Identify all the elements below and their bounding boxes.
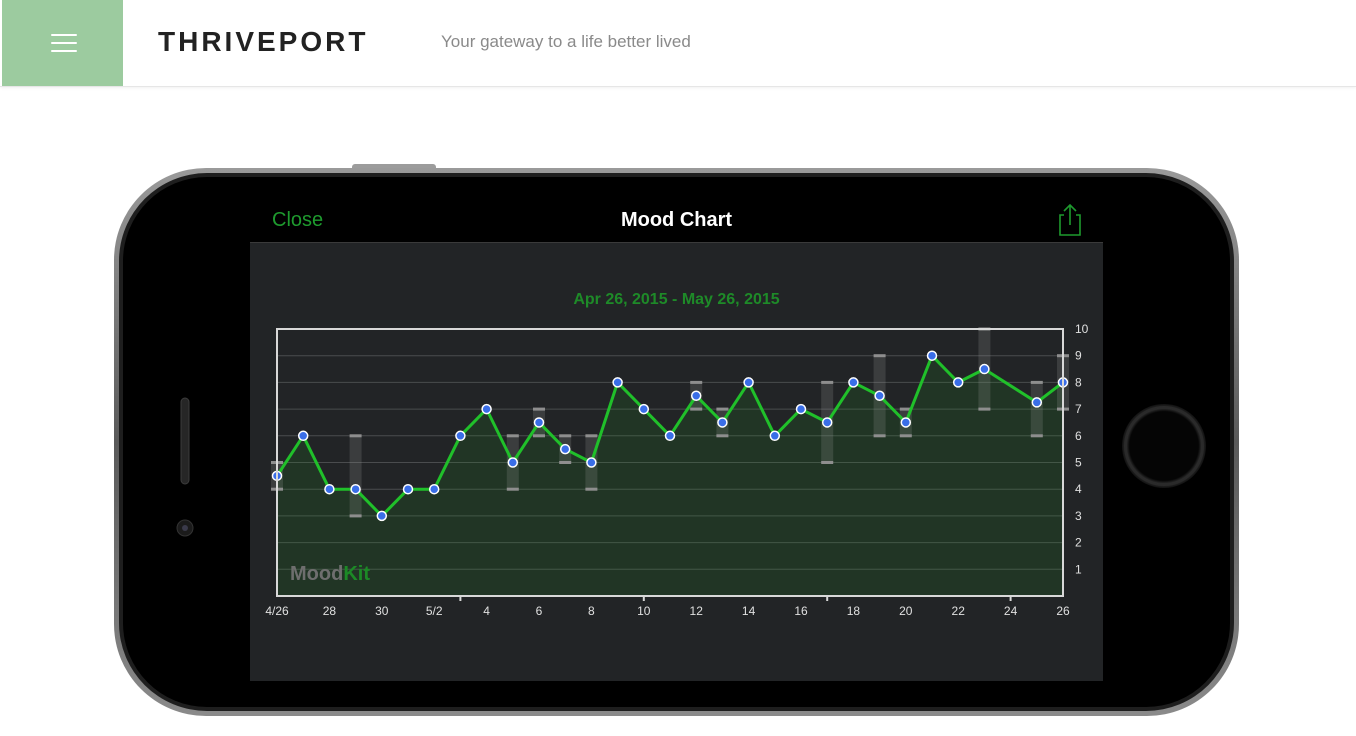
x-axis-labels: 4/26 28 30 5/2 4 6 8 10 12 14 16 18 20 22 24 26	[265, 595, 1070, 618]
range-cap-low	[899, 434, 912, 438]
range-cap-low	[585, 487, 598, 491]
moodkit-watermark: MoodKit	[290, 563, 370, 585]
range-cap-low	[349, 514, 362, 518]
range-cap-high	[716, 407, 729, 411]
range-cap-high	[690, 380, 703, 384]
y-axis-labels: 1 2 3 4 5 6 7 8 9 10	[1075, 322, 1089, 576]
data-point	[533, 417, 545, 428]
x-tick-label: 22	[952, 604, 966, 618]
y-tick-label: 3	[1075, 509, 1082, 523]
plot-frame	[276, 328, 1064, 597]
data-point	[874, 390, 885, 401]
range-cap-high	[821, 380, 834, 384]
data-point	[795, 403, 807, 415]
data-point	[690, 390, 702, 401]
range-cap-high	[533, 407, 545, 411]
range-cap-high	[349, 434, 362, 438]
data-point	[717, 417, 728, 428]
area-fill	[277, 355, 1063, 596]
range-cap-low	[873, 434, 886, 438]
range-cap-low	[506, 487, 519, 491]
data-point	[664, 430, 676, 442]
x-tick-label: 24	[1004, 604, 1018, 618]
data-point	[376, 510, 388, 522]
range-bar	[1030, 382, 1043, 436]
range-cap-high	[585, 434, 598, 438]
data-point	[638, 403, 650, 415]
y-tick-label: 2	[1075, 536, 1082, 550]
data-point	[559, 443, 571, 455]
range-cap-high	[1030, 380, 1043, 384]
y-tick-label: 10	[1075, 322, 1089, 336]
x-tick-label: 4/26	[265, 604, 289, 618]
x-tick-label: 6	[536, 604, 543, 618]
range-cap-low	[821, 461, 834, 464]
y-tick-label: 9	[1075, 349, 1082, 363]
data-point	[350, 483, 361, 495]
x-tick-label: 20	[899, 604, 913, 618]
share-icon	[1059, 203, 1081, 236]
x-tick-label: 10	[637, 604, 651, 618]
range-cap-low	[690, 407, 703, 411]
data-point	[324, 483, 335, 495]
data-point	[926, 350, 938, 361]
brand-logo[interactable]: THRIVEPORT	[158, 26, 369, 57]
range-cap-high	[559, 434, 572, 438]
data-point	[586, 457, 597, 468]
range-cap-low	[533, 434, 545, 438]
y-tick-label: 5	[1075, 456, 1082, 470]
mood-line	[275, 354, 1064, 518]
data-point	[297, 430, 309, 442]
range-cap-high	[506, 434, 519, 438]
speaker-grille	[180, 397, 190, 485]
data-point	[481, 403, 492, 415]
screen-title: Mood Chart	[620, 209, 733, 231]
range-cap-low	[559, 461, 572, 464]
phone-screen: Close Mood Chart Apr 26, 2015 - May 26, …	[250, 199, 1103, 681]
y-tick-label: 8	[1075, 375, 1082, 389]
x-tick-label: 16	[794, 604, 808, 618]
range-cap-high	[873, 354, 886, 358]
x-tick-label: 26	[1056, 604, 1070, 618]
range-bar	[349, 435, 362, 516]
range-cap-high	[899, 407, 912, 411]
x-tick-label: 18	[847, 604, 861, 618]
data-point	[952, 377, 964, 388]
data-point	[821, 417, 833, 428]
x-tick-label: 5/2	[426, 604, 443, 618]
data-point	[743, 377, 754, 388]
data-point	[428, 483, 440, 495]
date-range-title: Apr 26, 2015 - May 26, 2015	[573, 291, 780, 308]
range-cap-low	[1030, 434, 1043, 438]
data-point	[402, 483, 414, 495]
data-point	[979, 363, 990, 375]
menu-button[interactable]	[2, 0, 123, 86]
data-point	[848, 377, 859, 388]
y-tick-label: 1	[1075, 562, 1082, 576]
top-header: THRIVEPORT Your gateway to a life better…	[0, 0, 1356, 87]
data-point	[455, 430, 466, 442]
x-tick-label: 8	[588, 604, 595, 618]
x-tick-label: 14	[742, 604, 756, 618]
y-tick-label: 6	[1075, 429, 1082, 443]
x-tick-label: 4	[483, 604, 490, 618]
data-point	[769, 430, 781, 442]
home-button[interactable]	[1122, 404, 1206, 488]
tagline: Your gateway to a life better lived	[441, 32, 691, 51]
close-button[interactable]: Close	[272, 209, 324, 231]
x-tick-label: 12	[690, 604, 704, 618]
data-point	[1031, 397, 1043, 408]
y-tick-label: 4	[1075, 482, 1082, 496]
range-cap-low	[978, 407, 991, 411]
share-button[interactable]	[1054, 203, 1084, 237]
app-navbar: Close Mood Chart	[250, 199, 1103, 243]
x-tick-label: 28	[323, 604, 337, 618]
data-point	[507, 457, 519, 468]
x-tick-label: 30	[375, 604, 389, 618]
y-tick-label: 7	[1075, 402, 1082, 416]
data-point	[900, 417, 912, 428]
data-point	[612, 377, 623, 388]
range-cap-low	[716, 434, 729, 438]
